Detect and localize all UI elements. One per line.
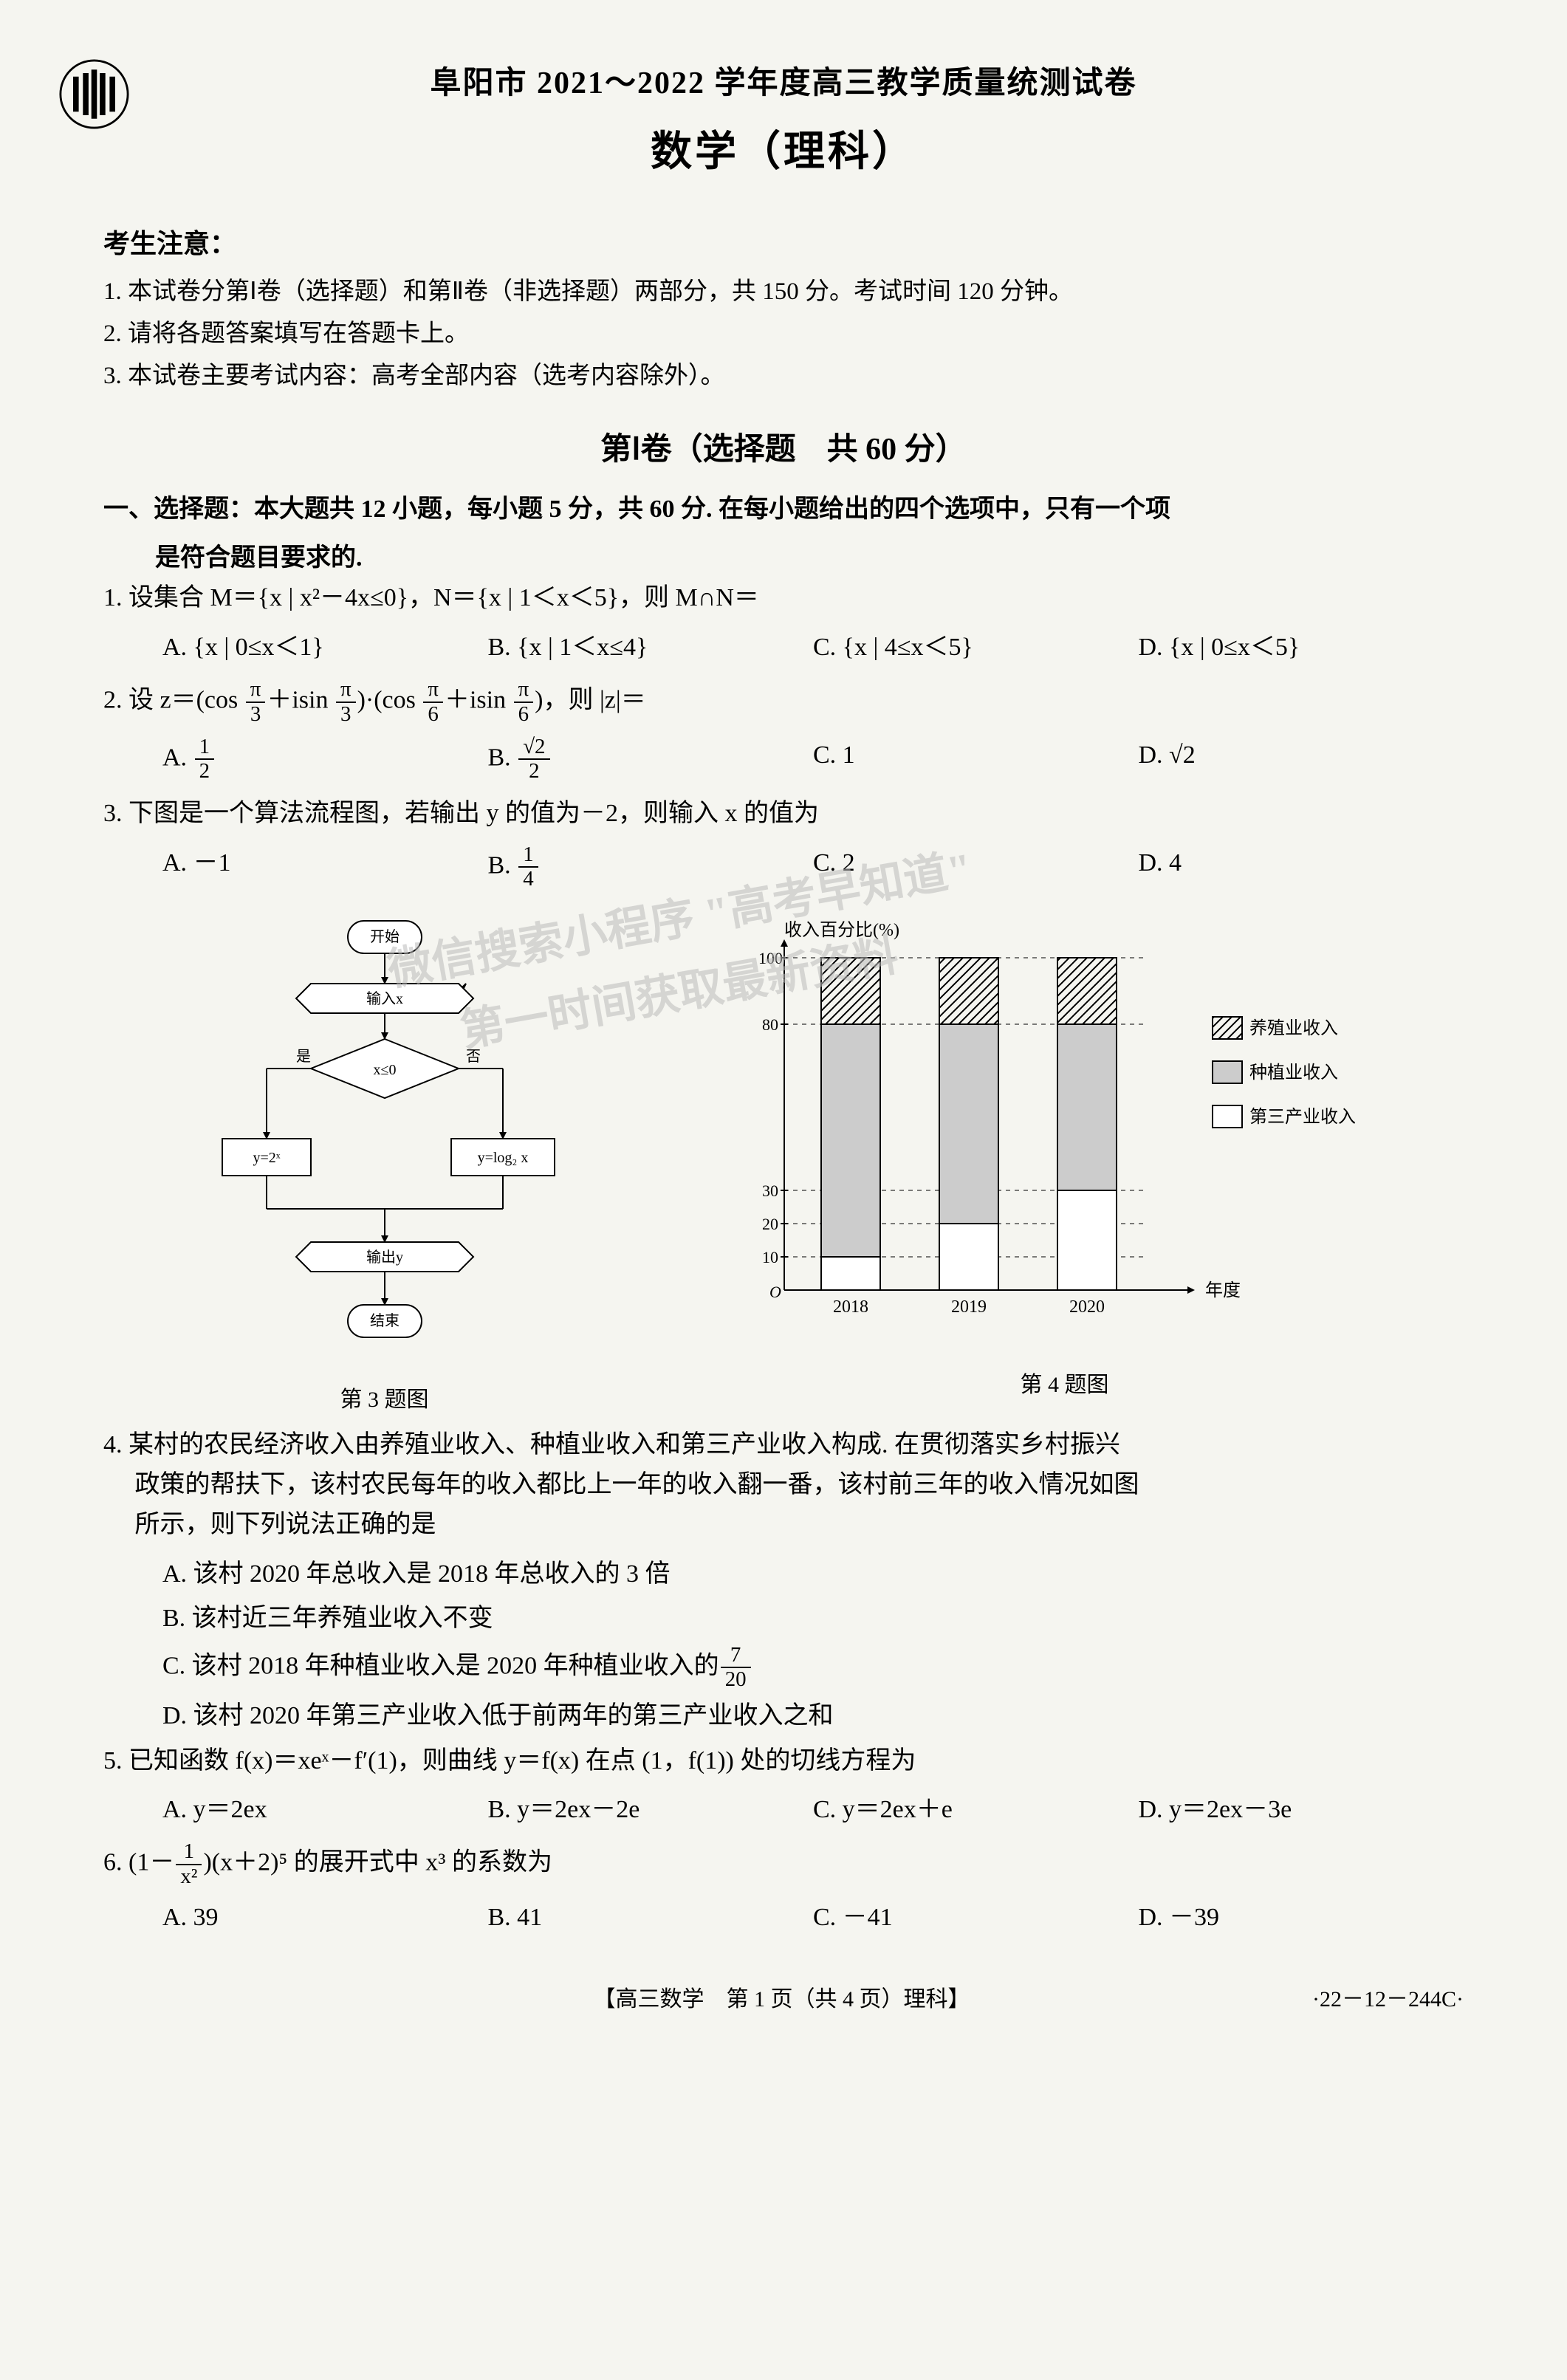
q5-opt-c: C. y＝2ex＋e (813, 1790, 1139, 1830)
q2-text: 2. 设 z＝(cos π3＋isin π3)·(cos π6＋isin π6)… (103, 678, 1464, 727)
q4-opt-c: C. 该村 2018 年种植业收入是 2020 年种植业收入的720 (162, 1644, 1464, 1693)
svg-text:年度: 年度 (1205, 1280, 1241, 1300)
footer-center: 【高三数学 第 1 页（共 4 页）理科】 (251, 1982, 1312, 2017)
q2-opt-a: A. 12 (162, 735, 488, 784)
svg-text:结束: 结束 (370, 1312, 400, 1329)
q6-opt-d: D. －39 (1139, 1898, 1464, 1938)
q5-options: A. y＝2ex B. y＝2ex－2e C. y＝2ex＋e D. y＝2ex… (162, 1790, 1464, 1830)
notice-item: 2. 请将各题答案填写在答题卡上。 (103, 315, 1464, 354)
q5-opt-b: B. y＝2ex－2e (488, 1790, 814, 1830)
svg-text:10: 10 (762, 1248, 778, 1266)
title-line1: 阜阳市 2021～2022 学年度高三教学质量统测试卷 (103, 59, 1464, 109)
q4-text: 4. 某村的农民经济收入由养殖业收入、种植业收入和第三产业收入构成. 在贯彻落实… (103, 1425, 1464, 1546)
q5-opt-a: A. y＝2ex (162, 1790, 488, 1830)
svg-text:y=2ˣ: y=2ˣ (253, 1150, 280, 1166)
footer-right: ·22－12－244C· (1312, 1982, 1464, 2017)
svg-text:是: 是 (296, 1049, 311, 1065)
q2-opt-d: D. √2 (1139, 735, 1464, 784)
svg-text:2020: 2020 (1069, 1297, 1105, 1317)
q4-opt-a: A. 该村 2020 年总收入是 2018 年总收入的 3 倍 (162, 1554, 1464, 1594)
q2-opt-c: C. 1 (813, 735, 1139, 784)
section-title: 第Ⅰ卷（选择题 共 60 分） (103, 425, 1464, 475)
svg-text:输出y: 输出y (366, 1249, 403, 1266)
svg-text:开始: 开始 (370, 928, 400, 945)
q4-opt-b: B. 该村近三年养殖业收入不变 (162, 1599, 1464, 1639)
svg-text:O: O (769, 1283, 781, 1301)
section-intro-sub: 是符合题目要求的. (103, 538, 1464, 578)
q1-opt-b: B. {x | 1＜x≤4} (488, 628, 814, 668)
q1-opt-d: D. {x | 0≤x＜5} (1139, 628, 1464, 668)
svg-text:20: 20 (762, 1215, 778, 1233)
svg-text:收入百分比(%): 收入百分比(%) (784, 920, 899, 940)
logo-icon (59, 59, 129, 129)
svg-text:第三产业收入: 第三产业收入 (1249, 1107, 1356, 1127)
footer: 【高三数学 第 1 页（共 4 页）理科】 ·22－12－244C· (103, 1982, 1464, 2017)
svg-text:输入x: 输入x (366, 990, 403, 1007)
svg-text:y=log₂ x: y=log₂ x (477, 1150, 528, 1166)
flowchart-svg: 开始 输入x x≤0 是 否 y=2ˣ y=log₂ x (200, 913, 569, 1371)
q6-options: A. 39 B. 41 C. －41 D. －39 (162, 1898, 1464, 1938)
svg-text:2018: 2018 (833, 1297, 868, 1317)
q3-opt-d: D. 4 (1139, 843, 1464, 892)
q6-opt-a: A. 39 (162, 1898, 488, 1938)
title-line2: 数学（理科） (103, 120, 1464, 186)
svg-text:养殖业收入: 养殖业收入 (1249, 1018, 1338, 1038)
q4-options: A. 该村 2020 年总收入是 2018 年总收入的 3 倍 B. 该村近三年… (162, 1554, 1464, 1737)
svg-text:x≤0: x≤0 (373, 1062, 396, 1078)
fig3-caption: 第 3 题图 (171, 1382, 599, 1418)
q1-opt-c: C. {x | 4≤x＜5} (813, 628, 1139, 668)
notice-block: 考生注意： 1. 本试卷分第Ⅰ卷（选择题）和第Ⅱ卷（非选择题）两部分，共 150… (103, 223, 1464, 396)
q6-text: 6. (1－1x²)(x＋2)⁵ 的展开式中 x³ 的系数为 (103, 1840, 1464, 1889)
header: 阜阳市 2021～2022 学年度高三教学质量统测试卷 数学（理科） (103, 59, 1464, 186)
notice-title: 考生注意： (103, 223, 1464, 266)
fig4-caption: 第 4 题图 (733, 1368, 1397, 1403)
q6-opt-c: C. －41 (813, 1898, 1139, 1938)
q1-text: 1. 设集合 M＝{x | x²－4x≤0}，N＝{x | 1＜x＜5}，则 M… (103, 578, 1464, 618)
q3-options: A. －1 B. 14 C. 2 D. 4 (162, 843, 1464, 892)
barchart-figure: 收入百分比(%) 年度 100 80 30 20 10 O (733, 913, 1397, 1418)
svg-text:100: 100 (758, 949, 783, 967)
notice-item: 1. 本试卷分第Ⅰ卷（选择题）和第Ⅱ卷（非选择题）两部分，共 150 分。考试时… (103, 272, 1464, 312)
q1-opt-a: A. {x | 0≤x＜1} (162, 628, 488, 668)
svg-text:80: 80 (762, 1015, 778, 1034)
q3-text: 3. 下图是一个算法流程图，若输出 y 的值为－2，则输入 x 的值为 (103, 794, 1464, 834)
q5-opt-d: D. y＝2ex－3e (1139, 1790, 1464, 1830)
section-intro: 一、选择题：本大题共 12 小题，每小题 5 分，共 60 分. 在每小题给出的… (103, 488, 1464, 531)
flowchart-figure: 开始 输入x x≤0 是 否 y=2ˣ y=log₂ x (171, 913, 599, 1418)
svg-text:否: 否 (466, 1049, 481, 1065)
svg-text:种植业收入: 种植业收入 (1249, 1063, 1338, 1083)
q1-options: A. {x | 0≤x＜1} B. {x | 1＜x≤4} C. {x | 4≤… (162, 628, 1464, 668)
figures-row: 微信搜索小程序 "高考早知道" 第一时间获取最新资料 开始 输入x x≤0 是 … (103, 913, 1464, 1418)
q6-opt-b: B. 41 (488, 1898, 814, 1938)
q2-opt-b: B. √22 (488, 735, 814, 784)
q3-opt-b: B. 14 (488, 843, 814, 892)
notice-item: 3. 本试卷主要考试内容：高考全部内容（选考内容除外）。 (103, 357, 1464, 396)
q5-text: 5. 已知函数 f(x)＝xeˣ－f′(1)，则曲线 y＝f(x) 在点 (1，… (103, 1741, 1464, 1781)
svg-text:30: 30 (762, 1182, 778, 1200)
q3-opt-c: C. 2 (813, 843, 1139, 892)
barchart-svg: 收入百分比(%) 年度 100 80 30 20 10 O (733, 913, 1397, 1357)
q3-opt-a: A. －1 (162, 843, 488, 892)
q2-options: A. 12 B. √22 C. 1 D. √2 (162, 735, 1464, 784)
q4-opt-d: D. 该村 2020 年第三产业收入低于前两年的第三产业收入之和 (162, 1696, 1464, 1736)
svg-text:2019: 2019 (951, 1297, 987, 1317)
